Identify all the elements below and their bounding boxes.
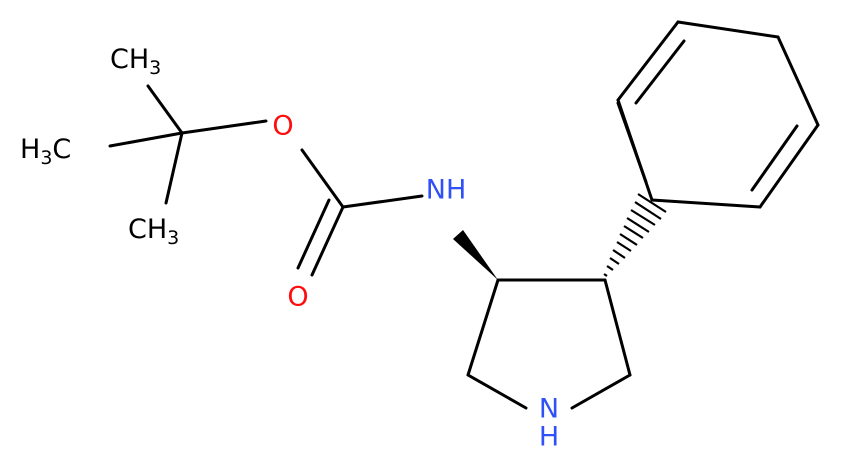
atom-label: H3C [20,134,71,169]
atom-label: CH3 [110,44,161,79]
atom-label: NH [426,175,467,206]
atom-label: N [539,394,559,425]
label-part: C [52,134,71,165]
label-part: 3 [149,57,161,79]
label-part: 3 [40,147,52,169]
atom-label: O [272,111,293,142]
atom-label: O [287,282,308,313]
wedge-bond [453,230,498,280]
atom-label: CH3 [128,214,179,249]
label-part: 3 [167,227,179,249]
label-part: CH [110,44,149,75]
bonds [108,20,820,410]
label-part: CH [128,214,167,245]
atom-label: H [539,422,559,453]
label-part: H [20,134,40,165]
hash-bond [603,193,667,277]
